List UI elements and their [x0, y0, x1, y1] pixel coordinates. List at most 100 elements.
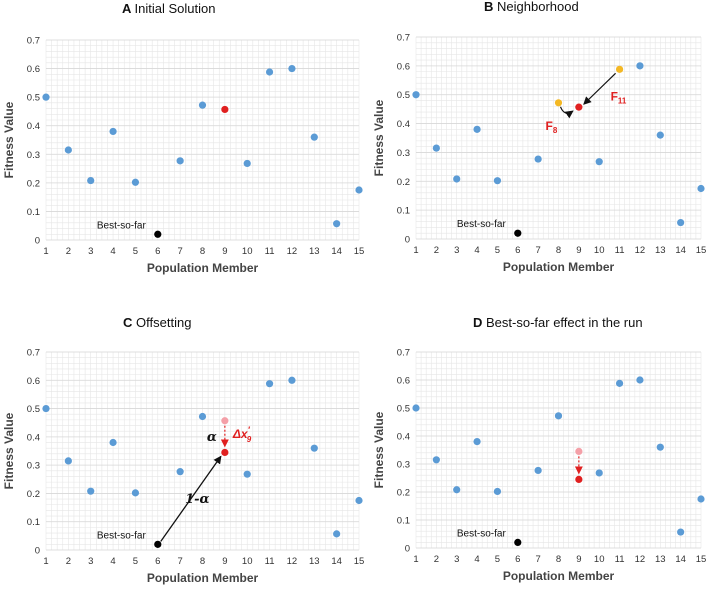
data-point-population — [288, 376, 296, 384]
data-point-new — [575, 475, 583, 483]
x-tick-label: 13 — [655, 245, 666, 256]
x-tick-label: 11 — [265, 556, 275, 567]
y-tick-label: 0 — [35, 546, 40, 557]
series-selected — [221, 105, 229, 114]
x-tick-label: 7 — [535, 554, 540, 565]
series-best-so-far — [154, 540, 162, 548]
major-grid — [46, 39, 359, 241]
x-tick-label: 15 — [354, 556, 365, 567]
x-tick-label: 1 — [413, 245, 418, 256]
data-point-best-so-far — [154, 230, 162, 238]
data-point-population — [656, 443, 664, 451]
data-point-population — [131, 178, 140, 186]
series-selected — [575, 103, 583, 111]
x-tick-label: 11 — [615, 245, 625, 256]
y-tick-label: 0.1 — [27, 517, 40, 528]
delta-main: Δx — [232, 427, 249, 441]
y-tick-label: 0.5 — [397, 404, 410, 415]
y-tick-label: 0.3 — [397, 148, 410, 159]
x-tick-label: 12 — [287, 246, 298, 257]
data-point-new — [221, 448, 229, 457]
y-tick-label: 0.2 — [397, 488, 410, 499]
data-point-best-so-far — [154, 540, 162, 548]
data-point-previous — [575, 447, 583, 455]
x-tick-label: 14 — [675, 245, 686, 256]
series-population — [412, 62, 705, 227]
grid — [45, 351, 360, 551]
y-tick-label: 0.5 — [397, 90, 410, 101]
data-point-population — [333, 530, 341, 538]
x-tick-label: 11 — [615, 554, 625, 565]
grid — [415, 36, 702, 240]
x-tick-label: 2 — [434, 245, 439, 256]
x-tick-label: 7 — [177, 556, 182, 567]
series-new — [221, 448, 229, 457]
x-tick-label: 10 — [594, 554, 605, 565]
x-tick-label: 2 — [66, 556, 71, 567]
y-tick-label: 0.2 — [27, 178, 40, 189]
data-point-population — [310, 133, 318, 141]
x-tick-label: 15 — [696, 554, 707, 565]
data-point-population — [595, 469, 603, 477]
x-tick-label: 7 — [535, 245, 540, 256]
x-tick-label: 14 — [331, 246, 342, 257]
grid — [45, 39, 360, 241]
data-point-neighbors — [554, 99, 563, 107]
data-point-population — [697, 495, 705, 503]
data-point-population — [176, 468, 184, 476]
x-tick-label: 5 — [133, 556, 138, 567]
chart-title: A Initial Solution — [122, 1, 215, 16]
best-so-far-label: Best-so-far — [97, 220, 147, 231]
series-new — [575, 475, 583, 483]
grid — [415, 351, 702, 549]
best-so-far-label: Best-so-far — [97, 530, 147, 541]
x-tick-label: 2 — [66, 246, 71, 257]
data-point-population — [109, 127, 117, 136]
y-tick-label: 0.3 — [27, 150, 40, 161]
data-point-population — [636, 376, 644, 384]
x-tick-label: 15 — [696, 245, 707, 256]
chart-title: D Best-so-far effect in the run — [473, 315, 643, 330]
data-point-population — [333, 220, 341, 228]
y-tick-label: 0.5 — [27, 93, 40, 104]
y-tick-label: 0.1 — [27, 207, 40, 218]
y-tick-label: 0.1 — [397, 206, 410, 217]
chart-title-text: Offsetting — [136, 315, 191, 330]
data-point-population — [310, 444, 318, 452]
series-previous — [575, 447, 583, 455]
y-tick-label: 0.4 — [397, 432, 410, 443]
x-tick-label: 4 — [474, 245, 479, 256]
series-previous — [221, 417, 229, 425]
x-tick-label: 13 — [309, 556, 320, 567]
x-tick-label: 13 — [655, 554, 666, 565]
data-point-population — [473, 438, 481, 446]
data-point-population — [595, 158, 603, 166]
data-point-population — [109, 438, 117, 447]
chart-title-letter: C — [123, 315, 133, 330]
y-tick-label: 0.7 — [397, 33, 410, 44]
data-point-population — [131, 489, 140, 497]
chart-panel-a: A Initial Solution 0 0.1 0.2 0.3 0.4 0.5 0.6 0.7… — [2, 1, 364, 275]
x-tick-label: 9 — [222, 246, 227, 257]
delta-sub: 9 — [247, 435, 252, 444]
y-tick-label: 0.7 — [27, 36, 40, 47]
series-neighbors — [554, 65, 624, 107]
x-tick-label: 6 — [515, 554, 520, 565]
x-tick-label: 3 — [88, 246, 93, 257]
data-point-neighbors — [615, 65, 624, 73]
x-tick-label: 10 — [242, 246, 253, 257]
chart-title-letter: B — [484, 0, 493, 14]
arrow-f8 — [559, 106, 574, 119]
x-tick-label: 9 — [222, 556, 227, 567]
arrow-f11 — [583, 72, 616, 105]
data-point-population — [243, 470, 251, 478]
x-tick-label: 2 — [434, 554, 439, 565]
x-axis-label: Population Member — [147, 571, 259, 585]
data-point-population — [355, 186, 363, 194]
data-point-population — [534, 155, 542, 163]
f11-sub: 11 — [618, 96, 627, 105]
y-tick-label: 0.6 — [27, 64, 40, 75]
best-so-far-label: Best-so-far — [457, 528, 507, 539]
x-tick-label: 8 — [556, 245, 561, 256]
x-tick-label: 14 — [675, 554, 686, 565]
